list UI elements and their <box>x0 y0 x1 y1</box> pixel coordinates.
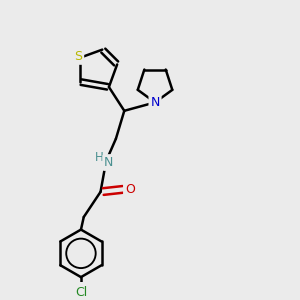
Text: H: H <box>95 151 103 164</box>
Text: S: S <box>74 50 82 63</box>
Text: Cl: Cl <box>75 286 87 299</box>
Text: O: O <box>125 183 135 196</box>
Text: N: N <box>150 96 160 109</box>
Text: N: N <box>104 156 114 169</box>
